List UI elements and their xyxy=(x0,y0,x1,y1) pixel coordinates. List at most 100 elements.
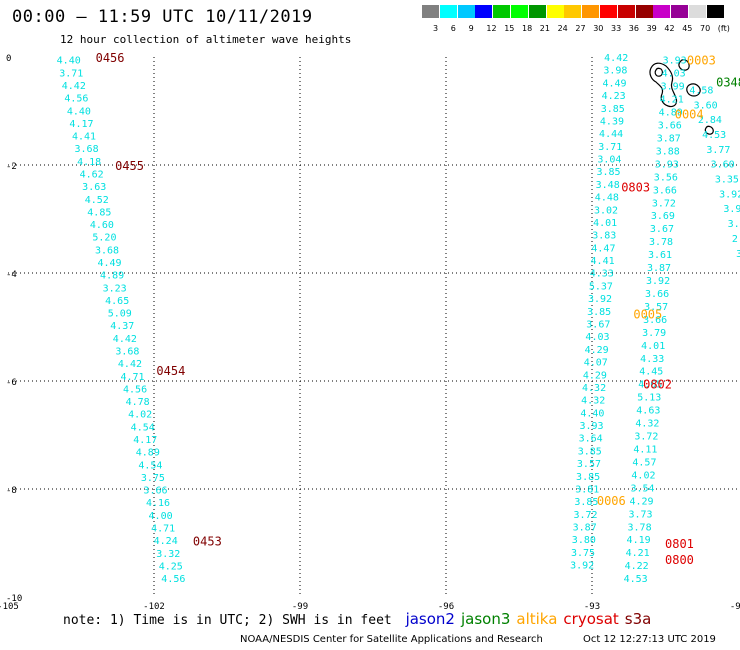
wave-height-value: 3.87 xyxy=(573,523,597,534)
x-tick-label: -96 xyxy=(438,602,454,612)
colorbar-swatch xyxy=(511,5,528,18)
axis-ticks: -105 -102 -99 -96 -93 -90 0 -2 -4 -6 -8 -10 xyxy=(0,54,740,612)
wave-height-value: 4.49 xyxy=(602,78,626,89)
wave-height-value: 4.71 xyxy=(151,524,175,535)
colorbar-swatch xyxy=(564,5,582,18)
colorbar-label: 21 xyxy=(539,24,550,33)
pass-time-label: 0802 xyxy=(643,378,672,392)
wave-height-value: 5.20 xyxy=(92,233,116,244)
wave-height-value: 3.99 xyxy=(661,82,685,93)
colorbar-label: 6 xyxy=(450,24,456,33)
wave-height-value: 4.40 xyxy=(580,408,604,419)
wave-height-value: 4.40 xyxy=(57,56,81,67)
colorbar-swatch xyxy=(475,5,493,18)
wave-height-value: 3.85 xyxy=(578,446,602,457)
wave-height-value: 4.03 xyxy=(585,332,609,343)
wave-height-value: 4.24 xyxy=(154,536,178,547)
wave-height-value: 4.29 xyxy=(583,370,607,381)
wave-height-value: 3.67 xyxy=(650,224,674,235)
wave-height-value: 3.66 xyxy=(143,486,167,497)
colorbar-label: 39 xyxy=(646,24,657,33)
wave-height-value: 3.57 xyxy=(644,302,668,313)
wave-height-value: 4.22 xyxy=(625,561,649,572)
pass-time-label: 0006 xyxy=(597,494,626,508)
wave-height-value: 4.57 xyxy=(632,457,656,468)
wave-height-value: 3.85 xyxy=(601,104,625,115)
wave-height-value: 4.58 xyxy=(689,85,713,96)
colorbar-label: 3 xyxy=(433,24,439,33)
wave-height-value: 4.47 xyxy=(591,243,615,254)
colorbar-swatch xyxy=(617,5,635,18)
wave-height-value: 3.92 xyxy=(588,294,612,305)
wave-height-value: 3.61 xyxy=(648,250,672,261)
colorbar-label: (ft) xyxy=(717,24,730,33)
wave-height-value: 3.32 xyxy=(156,549,180,560)
wave-height-value: 4.63 xyxy=(636,406,660,417)
legend-item-s3a: s3a xyxy=(624,610,652,628)
wave-height-value: 3.68 xyxy=(95,245,119,256)
wave-height-value: 4.89 xyxy=(136,448,160,459)
satellite-legend: jason2 jason3 altika cryosat s3a xyxy=(406,610,658,628)
x-tick-label: -90 xyxy=(730,602,740,612)
island-isabela-outline xyxy=(649,62,678,108)
wave-height-value: 4.39 xyxy=(600,116,624,127)
wave-height-value: 3.93 xyxy=(655,159,679,170)
wave-height-value: 3.80 xyxy=(572,535,596,546)
wave-height-value: 3.92 xyxy=(719,189,740,200)
wave-height-value: 3.66 xyxy=(653,185,677,196)
pass-time-labels: 0456 0455 0454 0453 0803 0802 0801 0800 0003 0004… xyxy=(96,51,740,567)
wave-height-value: 3.77 xyxy=(706,145,730,156)
colorbar-label: 15 xyxy=(504,24,515,33)
wave-height-value: 3.23 xyxy=(103,283,127,294)
wave-height-value: 3.85 xyxy=(576,472,600,483)
wave-height-value: 4.89 xyxy=(659,108,683,119)
wave-height-value: 4.65 xyxy=(638,380,662,391)
island-fernandina-outline xyxy=(654,67,663,77)
wave-height-value: 4.45 xyxy=(639,367,663,378)
wave-height-value: 4.18 xyxy=(77,157,101,168)
wave-height-value: 4.32 xyxy=(581,396,605,407)
wave-height-value: 4.52 xyxy=(85,195,109,206)
wave-height-value: 3.98 xyxy=(603,66,627,77)
wave-height-value: 3.95 xyxy=(728,219,740,230)
wave-height-value: 4.60 xyxy=(90,220,114,231)
wave-height-value: 3.54 xyxy=(630,483,654,494)
island-san-cristobal-outline xyxy=(704,125,714,135)
wave-height-value: 4.54 xyxy=(131,422,155,433)
wave-height-value: 2.84 xyxy=(698,115,722,126)
wave-height-value: 4.17 xyxy=(133,435,157,446)
wave-height-value: 4.56 xyxy=(161,574,185,585)
wave-height-value: 3.57 xyxy=(577,459,601,470)
wave-height-value: 3.87 xyxy=(647,263,671,274)
wave-height-value: 3.85 xyxy=(587,307,611,318)
galapagos-islands xyxy=(649,59,714,135)
wave-height-value: 4.53 xyxy=(702,130,726,141)
track-mid: 4.423.984.494.233.854.394.443.713.043.85… xyxy=(570,53,628,572)
colorbar-swatch xyxy=(671,5,689,18)
colorbar-swatch xyxy=(600,5,617,18)
wave-height-value: 3.87 xyxy=(657,133,681,144)
track-east: 3.934.033.994.214.893.663.873.883.933.56… xyxy=(624,56,687,585)
wave-height-value: 3.72 xyxy=(634,432,658,443)
wave-height-value: 3.72 xyxy=(574,510,598,521)
pass-time-label: 0348 xyxy=(716,75,740,89)
colorbar-label: 45 xyxy=(682,24,693,33)
track-far-east: 4.58 3.60 2.84 4.53 3.77 3.60 3.35 3.92 3.92 3.95… xyxy=(689,85,740,259)
wave-height-value: 3.73 xyxy=(629,509,653,520)
wave-height-value: 4.25 xyxy=(159,561,183,572)
altimeter-tracks: 4.403.714.424.564.404.174.413.684.184.62… xyxy=(57,53,740,585)
wave-height-value: 3.79 xyxy=(642,328,666,339)
wave-height-value: 3.92 xyxy=(646,276,670,287)
wave-height-value: 5.09 xyxy=(108,309,132,320)
pass-time-label: 0005 xyxy=(633,308,662,322)
wave-height-value: 4.19 xyxy=(627,535,651,546)
legend-item-cryosat: cryosat xyxy=(563,610,619,628)
legend-item-jason3: jason3 xyxy=(460,610,511,628)
colorbar-label: 33 xyxy=(611,24,622,33)
wave-height-value: 3.35 xyxy=(715,175,739,186)
pass-time-label: 0800 xyxy=(665,553,694,567)
colorbar-swatch xyxy=(689,5,706,18)
wave-height-value: 3.66 xyxy=(645,289,669,300)
map-title: 00:00 — 11:59 UTC 10/11/2019 xyxy=(12,7,313,27)
colorbar-label: 36 xyxy=(628,24,639,33)
